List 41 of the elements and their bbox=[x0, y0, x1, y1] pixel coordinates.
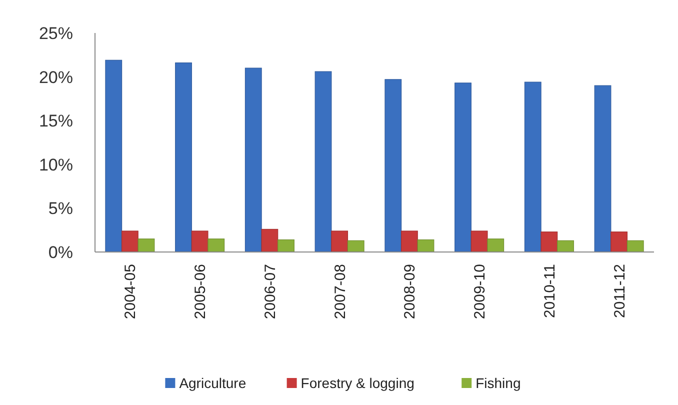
y-tick-label: 25% bbox=[38, 24, 73, 43]
x-tick-label: 2009-10 bbox=[472, 264, 489, 320]
y-tick-label: 10% bbox=[38, 155, 73, 174]
bar bbox=[244, 68, 262, 252]
x-tick-label: 2010-11 bbox=[541, 264, 558, 318]
x-tick-label: 2004-05 bbox=[122, 264, 140, 320]
bar bbox=[261, 228, 278, 252]
bar bbox=[557, 240, 574, 252]
bar bbox=[626, 240, 644, 252]
x-tick-label: 2007-08 bbox=[332, 264, 349, 320]
x-tick-label: 2006-07 bbox=[262, 264, 279, 320]
bar bbox=[121, 230, 138, 252]
y-tick-label: 15% bbox=[38, 112, 73, 131]
bar bbox=[278, 239, 294, 252]
legend-label: Fishing bbox=[476, 374, 521, 391]
legend-label: Agriculture bbox=[179, 374, 246, 391]
bar bbox=[454, 82, 472, 252]
bar bbox=[208, 238, 225, 252]
x-tick-label: 2005-06 bbox=[192, 264, 210, 320]
bar bbox=[470, 230, 488, 252]
bar bbox=[175, 62, 192, 252]
x-tick-label: 2008-09 bbox=[402, 264, 419, 320]
bar bbox=[138, 238, 155, 252]
bar bbox=[347, 240, 364, 252]
bar bbox=[417, 239, 434, 252]
bar bbox=[314, 71, 332, 252]
bar bbox=[540, 232, 558, 252]
legend-label: Forestry & logging bbox=[300, 374, 414, 391]
y-tick-label: 20% bbox=[38, 68, 73, 87]
bar bbox=[400, 230, 418, 252]
bar bbox=[105, 60, 122, 252]
bar bbox=[384, 79, 402, 252]
bar bbox=[191, 230, 208, 252]
bar bbox=[487, 238, 504, 252]
y-tick-label: 5% bbox=[48, 199, 73, 218]
bar bbox=[524, 82, 542, 252]
bar bbox=[594, 85, 612, 252]
x-tick-label: 2011-12 bbox=[611, 264, 628, 318]
bar bbox=[331, 230, 348, 252]
y-tick-label: 0% bbox=[48, 242, 73, 262]
bar bbox=[610, 232, 628, 252]
